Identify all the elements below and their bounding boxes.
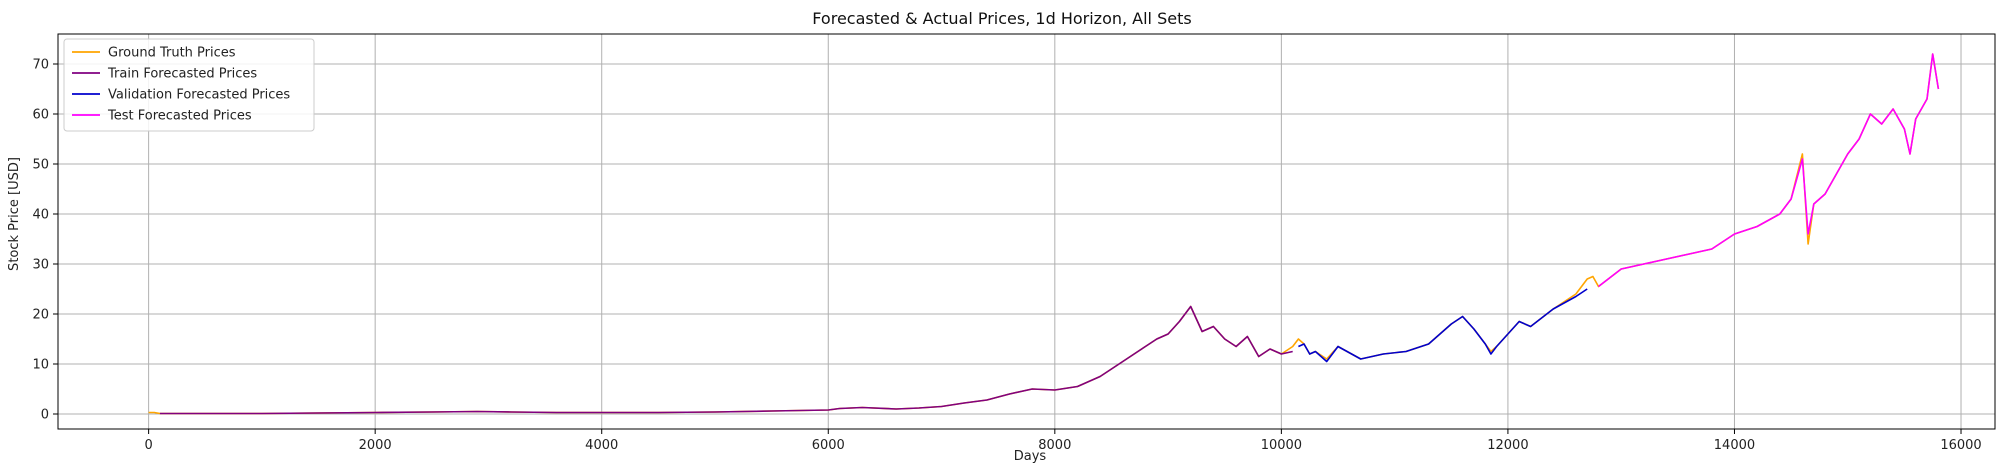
series-layer (148, 53, 1940, 415)
plot-frame (57, 33, 1996, 430)
chart-title: Forecasted & Actual Prices, 1d Horizon, … (812, 9, 1191, 28)
series-line-ground-truth (148, 53, 1940, 415)
x-tick-label: 10000 (1261, 438, 1302, 453)
x-axis-label: Days (1014, 449, 1047, 464)
x-tick-label: 6000 (812, 438, 845, 453)
legend-box (63, 38, 315, 132)
legend-entry-test: Test Forecasted Prices (107, 109, 252, 124)
y-tick-label: 10 (32, 358, 49, 373)
series-line-test (1598, 53, 1940, 288)
legend: Ground Truth Prices Train Forecasted Pric… (63, 38, 315, 132)
x-tick-label: 16000 (1940, 438, 1981, 453)
x-tick-label: 14000 (1714, 438, 1755, 453)
y-tick-label: 0 (41, 408, 49, 423)
legend-entry-train: Train Forecasted Prices (107, 67, 257, 82)
legend-entry-ground-truth: Ground Truth Prices (108, 46, 236, 61)
y-tick-label: 50 (32, 158, 49, 173)
series-line-validation (1298, 288, 1588, 363)
grid-lines (58, 34, 1995, 429)
y-axis-ticks: 0 10 20 30 40 50 60 70 (32, 58, 58, 423)
x-axis-ticks: 0 2000 4000 6000 8000 10000 12000 14000 16000 (144, 429, 1982, 453)
y-tick-label: 40 (32, 208, 49, 223)
x-tick-label: 2000 (359, 438, 392, 453)
series-line-train (159, 305, 1293, 415)
legend-entry-validation: Validation Forecasted Prices (108, 88, 290, 103)
x-tick-label: 12000 (1487, 438, 1528, 453)
y-tick-label: 20 (32, 308, 49, 323)
y-axis-label: Stock Price [USD] (7, 157, 22, 271)
x-tick-label: 0 (144, 438, 152, 453)
x-tick-label: 8000 (1038, 438, 1071, 453)
y-tick-label: 30 (32, 258, 49, 273)
x-tick-label: 4000 (585, 438, 618, 453)
y-tick-label: 60 (32, 108, 49, 123)
y-tick-label: 70 (32, 58, 49, 73)
